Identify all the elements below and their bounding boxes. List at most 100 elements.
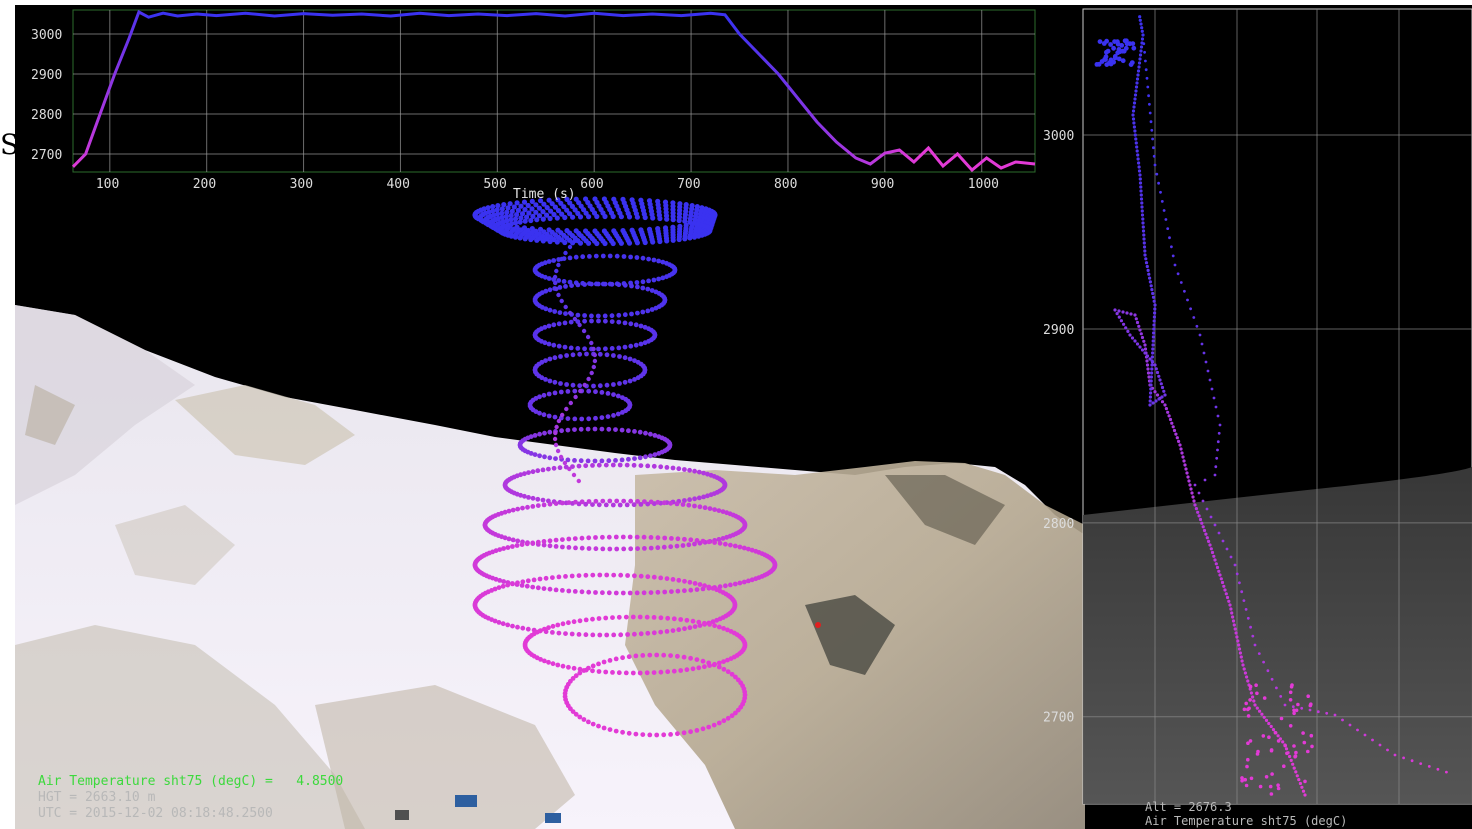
side-trace-dot [1199,518,1202,521]
trajectory-dot [635,499,640,504]
side-trace-dot [1196,325,1199,328]
side-trace-dot [1140,205,1143,208]
side-trace-dot [1143,343,1146,346]
side-trace-dot [1138,15,1141,18]
trajectory-dot [554,588,559,593]
3d-flight-view[interactable]: 100 200 300 400 500 600 700 800 900 1000 3000 2900 2… [15,5,1472,829]
trajectory-dot [586,335,590,339]
side-trace-dot [1154,399,1157,402]
trajectory-dot [515,580,520,585]
trajectory-dot [675,502,680,507]
trajectory-dot [553,431,557,435]
trajectory-dot [579,417,584,422]
trajectory-dot [605,383,610,388]
side-trace-dot [1142,340,1145,343]
altitude-time-chart[interactable]: 100 200 300 400 500 600 700 800 900 1000 3000 2900 2… [31,10,1035,202]
trajectory-dot [560,545,565,550]
trajectory-dot [610,615,615,620]
trajectory-dot [682,537,687,542]
side-trace-dot [1292,744,1296,748]
trajectory-dot [628,591,633,596]
side-trace-dot [1290,759,1293,762]
side-trace-dot [1225,592,1228,595]
side-trace-dot [1243,778,1247,782]
side-trace-dot [1135,141,1138,144]
side-trace-dot [1151,138,1154,141]
trajectory-dot [619,214,624,219]
trajectory-dot [586,666,591,671]
side-trace-dot [1153,303,1156,306]
side-trace-dot [1246,758,1250,762]
side-trace-dot [1157,375,1160,378]
side-trace-dot [1136,153,1139,156]
side-trace-dot [1189,487,1192,490]
trajectory-dot [682,626,687,631]
trajectory-dot [534,217,539,222]
trajectory-dot [742,546,747,551]
trajectory-dot [594,499,599,504]
side-trace-dot [1247,617,1250,620]
trajectory-dot [542,431,547,436]
trajectory-dot [582,346,587,351]
side-trace-dot [1146,367,1149,370]
trajectory-dot [627,401,632,406]
trajectory-dot [557,575,562,580]
trajectory-dot [572,619,577,624]
trajectory-dot [661,653,666,658]
y-tick-label: 2900 [31,68,62,83]
trajectory-dot [501,546,506,551]
trajectory-dot [554,501,559,506]
trajectory-dot [563,251,567,255]
scene-canvas[interactable]: 100 200 300 400 500 600 700 800 900 1000 3000 2900 2… [15,5,1472,829]
side-trace-dot [1250,691,1253,694]
side-trace-dot [1113,308,1116,311]
side-trace-dot [1135,85,1138,88]
side-trace-dot [1206,536,1209,539]
trajectory-dot [676,578,681,583]
trajectory-dot [614,729,619,734]
side-trace-dot [1294,754,1298,758]
trajectory-dot [556,293,560,297]
side-trace-dot [1134,93,1137,96]
trajectory-dot [632,456,637,461]
trajectory-dot [556,449,560,453]
trajectory-dot [575,346,580,351]
trajectory-dot [542,454,547,459]
side-trace-dot [1147,269,1150,272]
trajectory-dot [510,624,515,629]
trajectory-dot [562,279,567,284]
hud-utc: UTC = 2015-12-02 08:18:48.2500 [38,807,273,821]
side-trace-dot [1120,319,1123,322]
trajectory-dot [591,722,596,727]
trajectory-dot [628,255,633,260]
side-trace-dot [1270,772,1274,776]
side-trace-dot [1150,284,1153,287]
trajectory-dot [668,544,673,549]
side-trace-dot [1189,307,1192,310]
side-trace-dot [1270,725,1273,728]
altitude-profile-chart[interactable]: 3000 2900 2800 2700 [1043,9,1472,804]
trajectory-dot [603,319,608,324]
trajectory-dot [611,353,616,358]
trajectory-dot [589,282,594,287]
trajectory-dot [553,355,558,360]
side-trace-dot [1133,125,1136,128]
trajectory-dot [541,498,546,503]
trajectory-dot [662,296,667,301]
trajectory-dot [677,218,682,223]
trajectory-dot [597,502,602,507]
trajectory-dot [706,661,711,666]
side-trace-dot [1155,367,1158,370]
side-trace-dot [1152,146,1155,149]
trajectory-dot [572,389,577,394]
side-trace-dot [1125,311,1128,314]
trajectory-dot [600,590,605,595]
side-trace-dot [1222,585,1225,588]
side-trace-dot [1143,253,1146,256]
side-trace-dot [1142,229,1145,232]
side-trace-dot [1121,310,1124,313]
side-trace-dot [1289,724,1293,728]
trajectory-dot [606,391,611,396]
trajectory-dot [542,393,547,398]
side-trace-dot [1317,710,1320,713]
